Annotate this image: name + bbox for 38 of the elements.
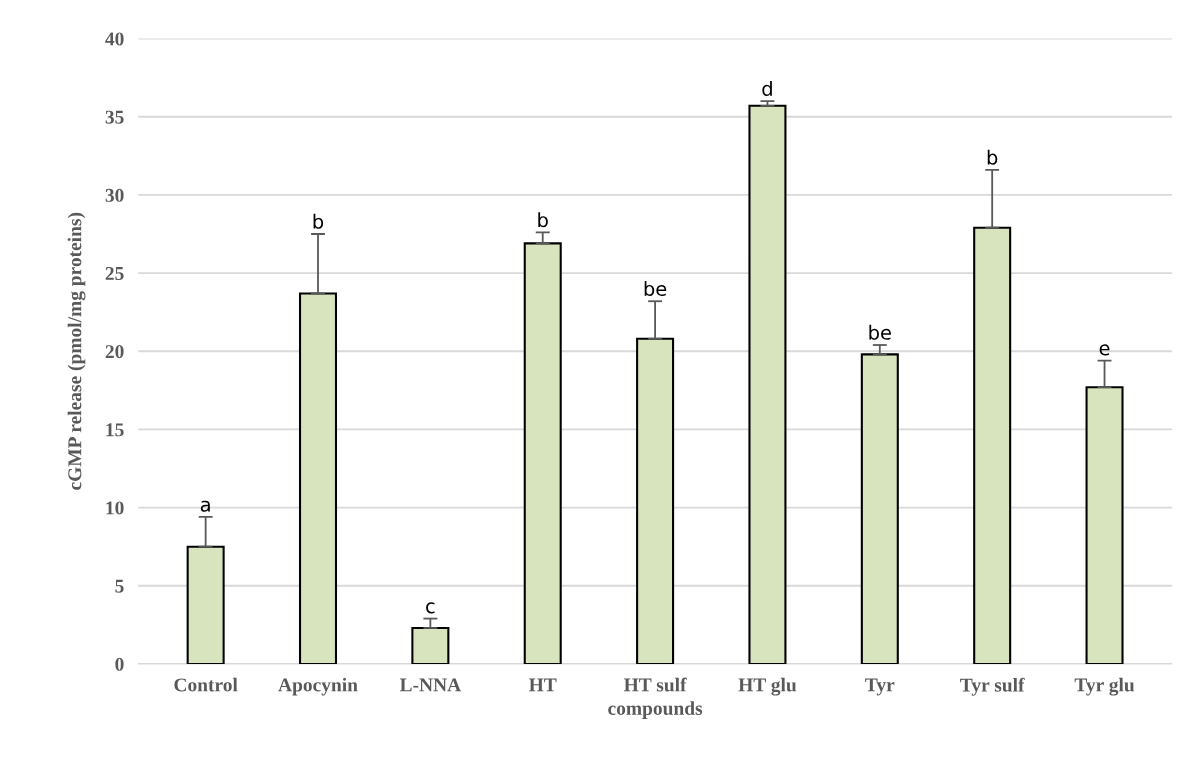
annotation: be — [869, 324, 891, 340]
bar — [186, 545, 225, 664]
y-tick-label: 20 — [105, 345, 124, 359]
bar — [411, 626, 450, 664]
bar — [748, 104, 787, 664]
y-tick-label: 0 — [115, 657, 124, 671]
x-tick-label: HT sulf — [623, 677, 687, 692]
annotation: d — [762, 80, 772, 96]
bar — [1085, 386, 1124, 664]
bar — [298, 292, 338, 664]
x-tick-label: Tyr — [865, 678, 895, 696]
y-tick-label: 10 — [106, 501, 124, 515]
y-tick-label: 5 — [115, 579, 124, 593]
x-tick-label: L-NNA — [399, 678, 462, 692]
x-tick-label: Apocynin — [278, 677, 358, 696]
x-tick-label: Control — [174, 677, 238, 692]
y-tick-label: 25 — [105, 266, 124, 281]
bar — [973, 226, 1012, 664]
annotation: c — [426, 602, 435, 614]
x-axis-title: compounds — [608, 701, 703, 719]
y-tick-label: 35 — [105, 110, 124, 124]
bar — [636, 337, 675, 664]
bar — [523, 242, 562, 664]
y-axis-title: cGMP release (pmol/mg proteins) — [67, 212, 86, 490]
annotation: e — [1099, 344, 1110, 356]
bar — [860, 353, 899, 664]
x-tick-label: HT glu — [738, 677, 797, 696]
annotation: b — [313, 213, 324, 229]
annotation: a — [200, 500, 210, 512]
x-tick-label: HT — [529, 678, 557, 692]
annotation: b — [538, 212, 548, 228]
y-tick-label: 40 — [105, 32, 124, 46]
annotation: be — [644, 281, 667, 297]
x-tick-label: Tyr sulf — [960, 677, 1025, 696]
x-tick-label: Tyr glu — [1074, 677, 1135, 696]
y-tick-label: 30 — [105, 188, 124, 202]
y-tick-label: 15 — [106, 423, 124, 437]
annotation: b — [987, 149, 998, 165]
